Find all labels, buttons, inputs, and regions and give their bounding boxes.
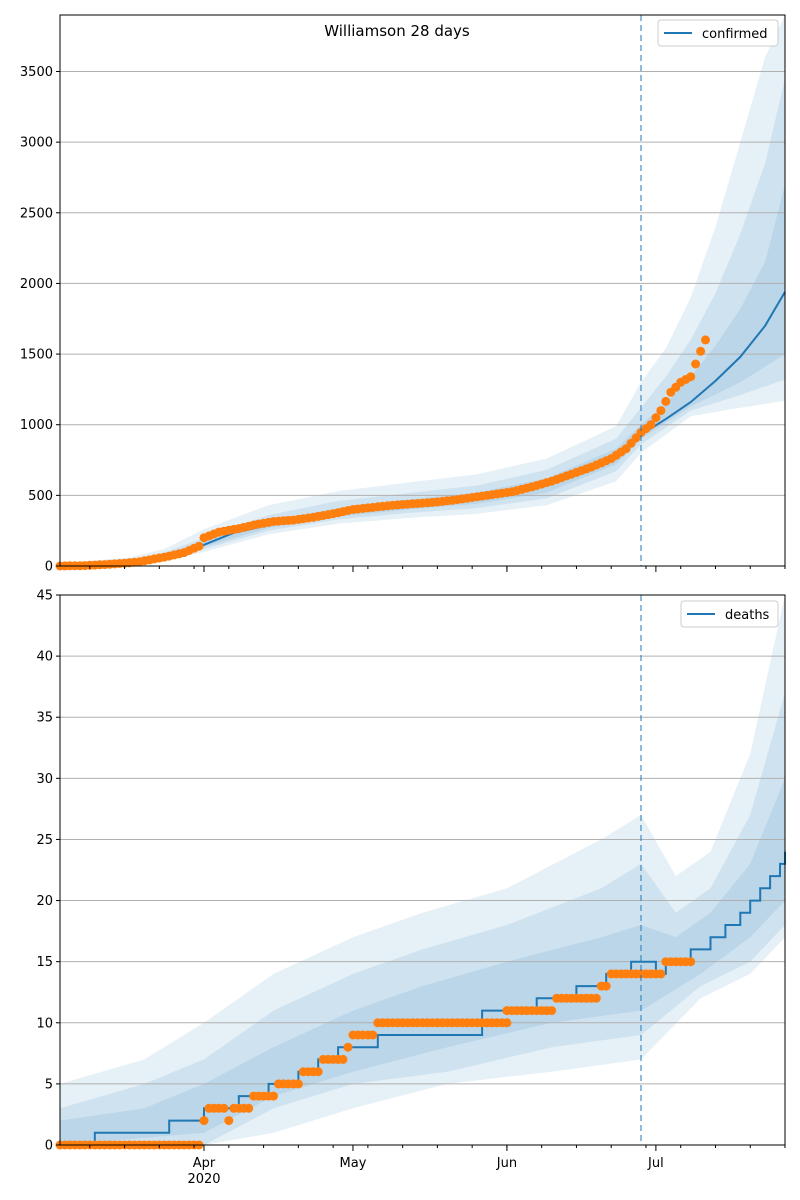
observed-point [293, 1079, 303, 1089]
y-tick-label: 0 [45, 560, 53, 575]
y-tick-label: 1500 [20, 348, 53, 363]
observed-point [199, 1116, 209, 1126]
y-tick-label: 0 [45, 1139, 53, 1154]
y-tick-label: 40 [36, 650, 53, 665]
observed-point [691, 359, 701, 369]
y-tick-label: 45 [36, 589, 53, 604]
band-outer [60, 595, 785, 1145]
observed-point [656, 969, 666, 979]
observed-point [244, 1103, 254, 1113]
x-tick-label: Apr [193, 1156, 216, 1171]
x-tick-sublabel: 2020 [187, 1172, 220, 1187]
observed-point [651, 413, 661, 423]
plot-frame [59, 14, 786, 567]
observed-point [502, 1018, 512, 1028]
y-tick-label: 2000 [20, 277, 53, 292]
plot-frame [59, 594, 786, 1146]
observed-point [661, 396, 671, 406]
y-tick-label: 3500 [20, 65, 53, 80]
confirmed-panel: 0 500 1000 1500 2000 2500 3000 3500 Williamson … [20, 14, 786, 575]
legend-label-confirmed: confirmed [702, 27, 768, 42]
observed-point [696, 346, 706, 356]
y-tick-label: 2500 [20, 206, 53, 221]
legend-label-deaths: deaths [725, 608, 770, 623]
observed-point [194, 541, 204, 551]
y-tick-label: 10 [36, 1016, 53, 1031]
observed-point [313, 1067, 323, 1077]
observed-point [338, 1054, 348, 1064]
band-middle [60, 692, 785, 1145]
x-tick-label: Jun [496, 1156, 517, 1171]
y-tick-label: 15 [36, 955, 53, 970]
y-tick-label: 20 [36, 894, 53, 909]
observed-point [656, 406, 666, 416]
observed-point [686, 372, 696, 382]
observed-point [686, 957, 696, 967]
y-tick-label: 35 [36, 711, 53, 726]
observed-point [701, 335, 710, 345]
confirmed-legend: confirmed [657, 19, 779, 47]
y-tick-label: 30 [36, 772, 53, 787]
deaths-legend: deaths [680, 600, 779, 628]
observed-point [219, 1103, 229, 1113]
observed-point [224, 1116, 234, 1126]
y-tick-label: 5 [45, 1077, 53, 1092]
confirmed-axes: 0 500 1000 1500 2000 2500 3000 3500 [20, 14, 786, 575]
observed-point [601, 981, 611, 991]
y-tick-label: 1000 [20, 418, 53, 433]
legend-box [657, 19, 779, 47]
x-tick-label: Jul [647, 1156, 664, 1171]
observed-point [368, 1030, 378, 1040]
observed-point [269, 1091, 278, 1101]
chart-title: Williamson 28 days [324, 22, 470, 40]
y-tick-label: 500 [28, 489, 53, 504]
y-tick-label: 25 [36, 833, 53, 848]
observed-point [591, 993, 601, 1003]
observed-point [343, 1042, 353, 1052]
x-tick-label: May [340, 1156, 367, 1171]
legend-box [680, 600, 779, 628]
confirmed-observed-markers [55, 335, 710, 571]
observed-point [646, 420, 656, 430]
observed-point [547, 1006, 557, 1016]
y-tick-label: 3000 [20, 136, 53, 151]
